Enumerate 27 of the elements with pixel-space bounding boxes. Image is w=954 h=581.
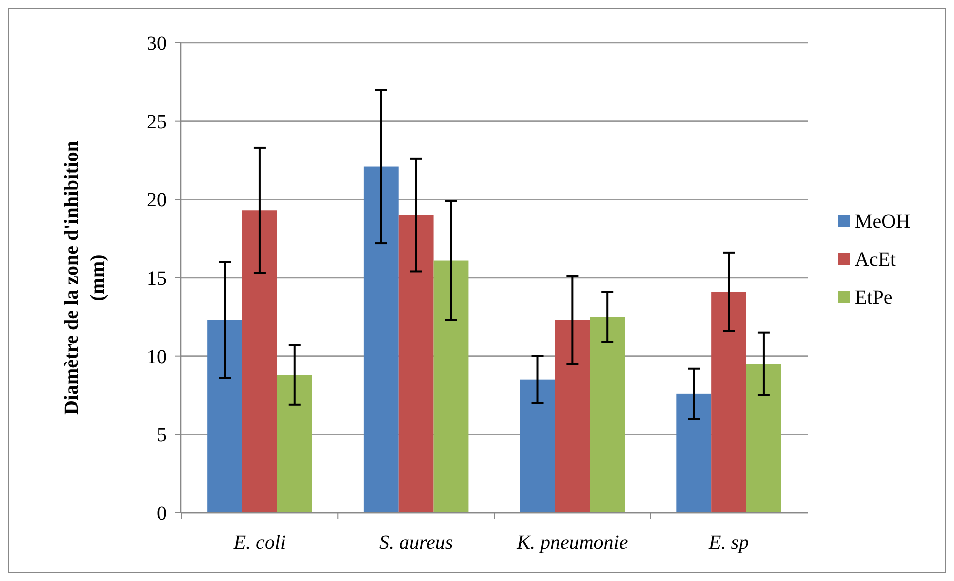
bar bbox=[676, 394, 712, 513]
bar bbox=[364, 166, 399, 513]
x-tick-label: K. pneumonie bbox=[516, 532, 628, 554]
y-tick-label: 25 bbox=[147, 111, 167, 134]
bar bbox=[242, 210, 278, 513]
bar bbox=[555, 320, 590, 513]
y-tick-label: 15 bbox=[147, 268, 167, 290]
legend-label: EtPe bbox=[855, 287, 893, 309]
bar bbox=[746, 364, 782, 513]
y-tick-label: 5 bbox=[157, 424, 167, 447]
y-tick-label: 30 bbox=[147, 33, 167, 55]
bar bbox=[590, 317, 626, 513]
legend-label: MeOH bbox=[855, 211, 911, 233]
x-tick-label: S. aureus bbox=[379, 532, 454, 554]
bar bbox=[434, 260, 469, 513]
bar bbox=[277, 375, 312, 513]
legend-label: AcEt bbox=[855, 249, 897, 271]
y-tick-label: 20 bbox=[147, 190, 167, 212]
y-axis-title: Diamètre de la zone d'inhibition (mm) bbox=[61, 140, 109, 416]
x-tick-label: E. sp bbox=[708, 532, 750, 554]
bar bbox=[398, 215, 434, 513]
bar bbox=[208, 320, 242, 513]
bar bbox=[520, 380, 556, 513]
y-tick-label: 0 bbox=[157, 503, 167, 525]
y-tick-label: 10 bbox=[147, 346, 167, 368]
x-tick-label: E. coli bbox=[232, 532, 286, 554]
bar bbox=[712, 292, 746, 513]
